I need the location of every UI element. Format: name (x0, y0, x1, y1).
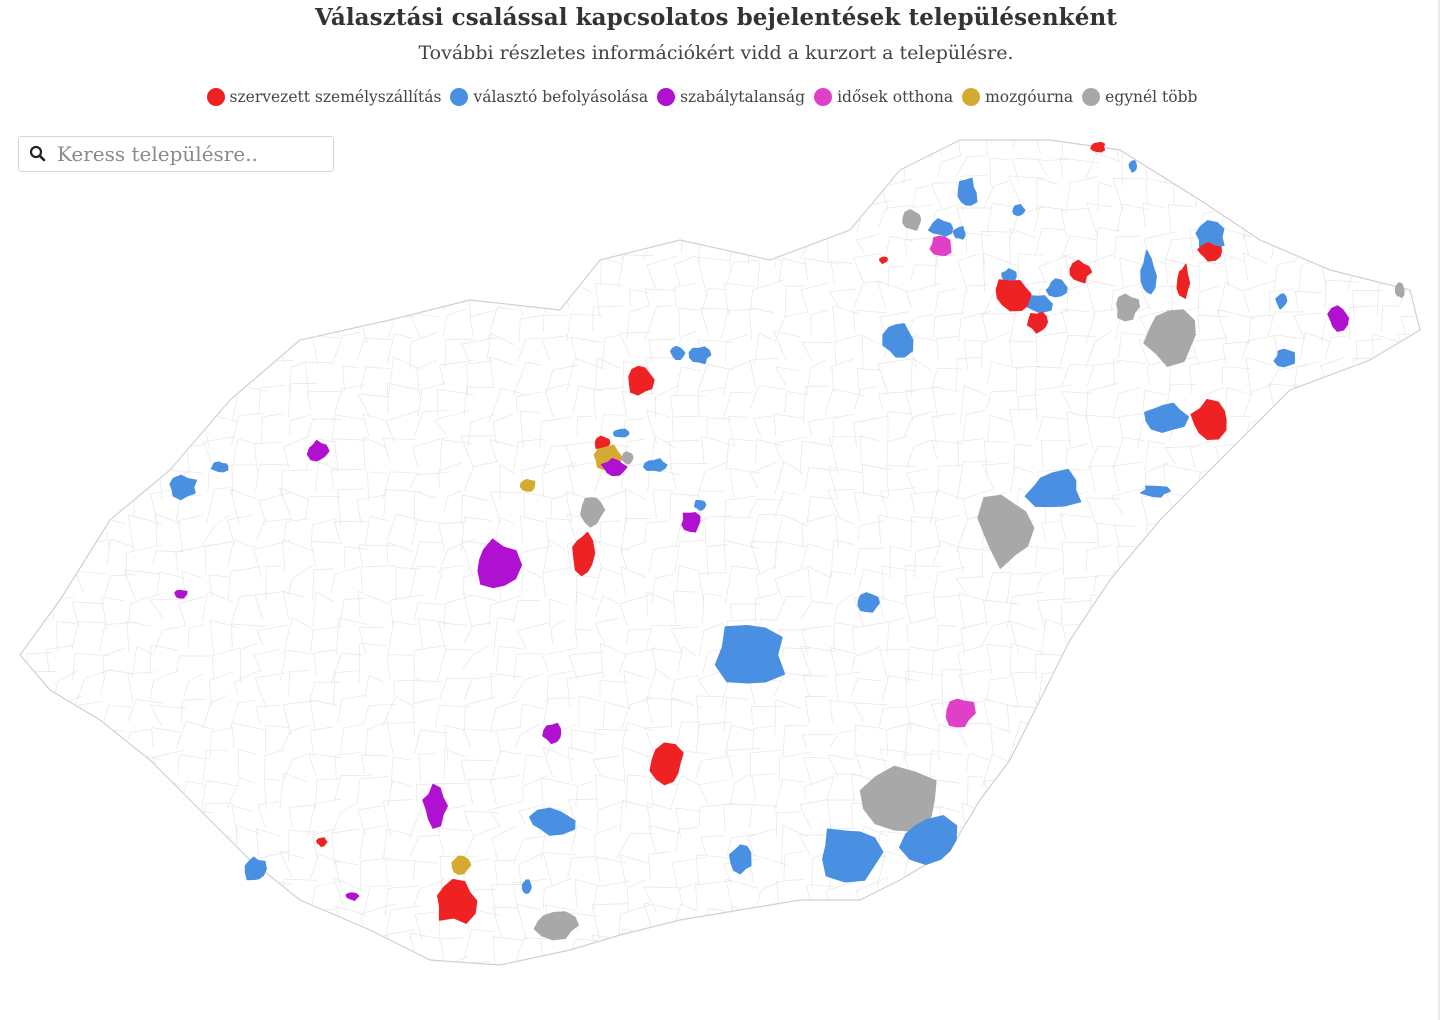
legend-label: egynél több (1105, 88, 1198, 106)
settlement-influence[interactable] (1024, 468, 1082, 508)
settlement-transport[interactable] (1190, 398, 1227, 440)
legend-label: szabálytalanság (680, 88, 806, 106)
settlement-mobile[interactable] (451, 855, 472, 876)
settlement-influence[interactable] (1144, 402, 1190, 433)
settlement-influence[interactable] (669, 345, 686, 361)
settlement-transport[interactable] (1090, 141, 1106, 153)
settlement-mobile[interactable] (519, 478, 536, 492)
settlement-influence[interactable] (613, 428, 630, 438)
settlement-transport[interactable] (1197, 242, 1222, 262)
settlement-influence[interactable] (1012, 203, 1026, 216)
settlement-influence[interactable] (521, 879, 532, 894)
legend: szervezett személyszállítás választó befo… (0, 88, 1404, 106)
settlement-influence[interactable] (822, 828, 884, 883)
legend-item-elderly[interactable]: idősek otthona (814, 88, 953, 106)
country-outline (19, 139, 1421, 966)
settlement-markers (169, 141, 1405, 941)
legend-label: szervezett személyszállítás (229, 88, 442, 106)
settlement-influence[interactable] (714, 625, 786, 684)
settlement-influence[interactable] (882, 323, 914, 358)
settlement-influence[interactable] (210, 461, 229, 473)
settlement-transport[interactable] (316, 837, 328, 848)
legend-label: mozgóurna (985, 88, 1074, 106)
settlement-influence[interactable] (1140, 485, 1171, 498)
settlement-multiple[interactable] (533, 911, 579, 941)
settlement-elderly[interactable] (929, 235, 952, 257)
settlement-influence[interactable] (857, 592, 880, 613)
settlement-irregular[interactable] (345, 892, 360, 901)
settlement-influence[interactable] (952, 226, 966, 240)
settlement-irregular[interactable] (681, 512, 701, 533)
search-icon (28, 144, 48, 164)
settlement-influence[interactable] (688, 346, 712, 365)
settlement-transport[interactable] (878, 256, 888, 265)
settlement-transport[interactable] (1026, 311, 1049, 334)
legend-item-irregular[interactable]: szabálytalanság (657, 88, 805, 106)
settlement-multiple[interactable] (977, 494, 1035, 569)
settlement-multiple[interactable] (580, 497, 606, 528)
settlement-influence[interactable] (244, 856, 267, 881)
settlement-influence[interactable] (728, 844, 752, 875)
settlement-irregular[interactable] (1327, 305, 1350, 332)
right-divider (1438, 0, 1440, 1020)
hungary-map (19, 139, 1421, 966)
settlement-transport[interactable] (572, 531, 596, 577)
settlement-irregular[interactable] (422, 783, 448, 829)
legend-label: idősek otthona (837, 88, 954, 106)
settlement-influence[interactable] (1275, 293, 1288, 310)
settlement-influence[interactable] (1128, 160, 1138, 173)
legend-dot-elderly (814, 88, 833, 106)
settlement-influence[interactable] (928, 218, 954, 237)
settlement-influence[interactable] (169, 474, 198, 501)
settlement-transport[interactable] (437, 878, 478, 924)
settlement-elderly[interactable] (945, 698, 976, 728)
settlement-irregular[interactable] (542, 722, 562, 745)
search-box[interactable] (18, 136, 334, 172)
legend-dot-influence (450, 88, 469, 106)
settlement-irregular[interactable] (174, 589, 188, 599)
chart-subtitle: További részletes információkért vidd a … (418, 42, 1014, 64)
settlement-influence[interactable] (898, 815, 958, 866)
settlement-irregular[interactable] (306, 439, 330, 462)
legend-label: választó befolyásolása (473, 88, 649, 106)
settlement-multiple[interactable] (1394, 282, 1405, 298)
settlement-multiple[interactable] (1143, 309, 1196, 367)
legend-dot-mobile (962, 88, 981, 106)
settlement-irregular[interactable] (600, 458, 628, 477)
settlement-transport[interactable] (1069, 259, 1093, 284)
legend-item-mobile[interactable]: mozgóurna (962, 88, 1073, 106)
settlement-influence[interactable] (1273, 348, 1296, 368)
settlement-multiple[interactable] (621, 451, 634, 465)
legend-item-influence[interactable]: választó befolyásolása (450, 88, 648, 106)
settlement-influence[interactable] (642, 458, 668, 472)
settlement-transport[interactable] (649, 742, 684, 786)
chart-title: Választási csalással kapcsolatos bejelen… (315, 4, 1117, 31)
settlement-influence[interactable] (1140, 249, 1157, 295)
settlement-transport[interactable] (1176, 263, 1191, 299)
settlement-transport[interactable] (995, 279, 1032, 312)
settlement-irregular[interactable] (477, 538, 523, 589)
settlement-transport[interactable] (628, 365, 655, 396)
legend-dot-transport (206, 88, 225, 106)
legend-dot-multiple (1082, 88, 1101, 106)
legend-item-transport[interactable]: szervezett személyszállítás (206, 88, 442, 106)
settlement-influence[interactable] (693, 499, 707, 511)
legend-item-multiple[interactable]: egynél több (1082, 88, 1197, 106)
settlement-multiple[interactable] (902, 209, 922, 231)
settlement-influence[interactable] (1026, 295, 1053, 313)
settlement-influence[interactable] (1045, 278, 1068, 298)
settlement-influence[interactable] (957, 177, 978, 206)
settlement-multiple[interactable] (1116, 293, 1141, 322)
legend-dot-irregular (657, 88, 676, 106)
settlement-influence[interactable] (529, 807, 576, 836)
search-input[interactable] (55, 141, 329, 167)
